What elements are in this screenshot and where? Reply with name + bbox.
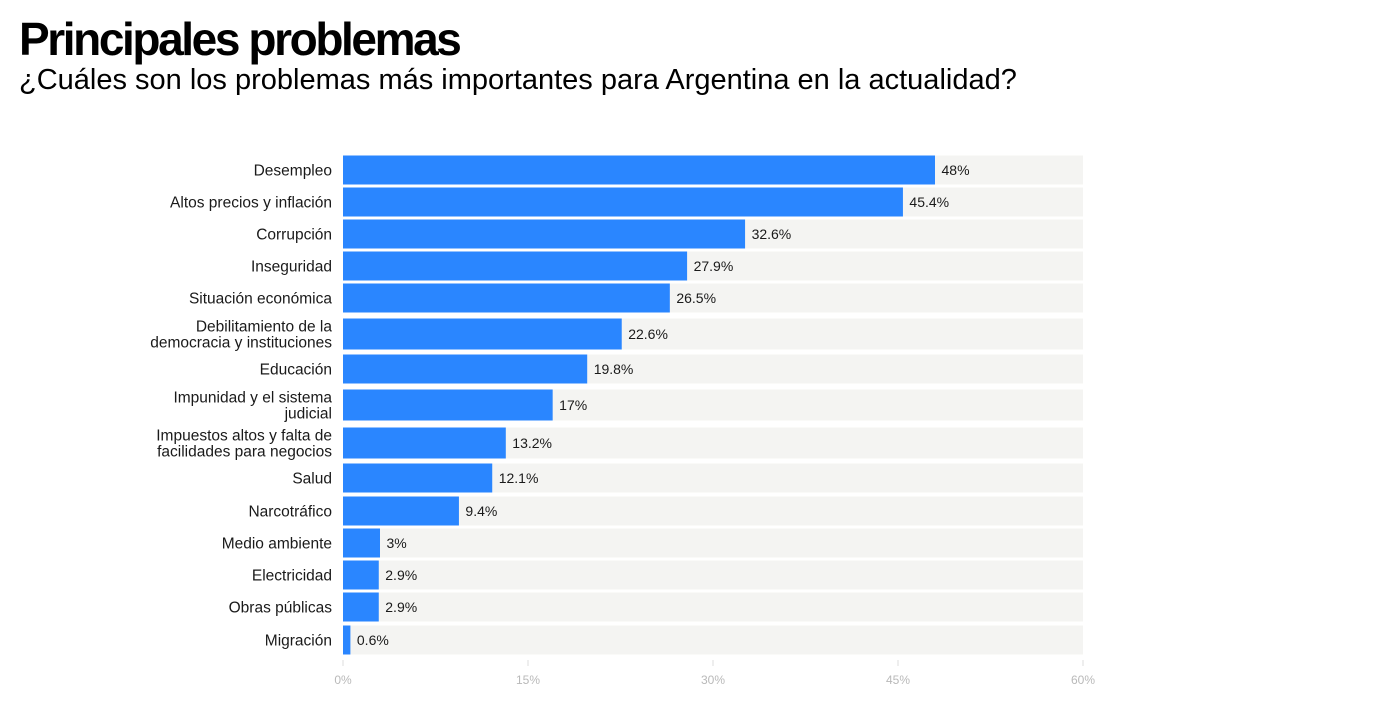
chart-subtitle: ¿Cuáles son los problemas más importante… — [19, 64, 1017, 96]
category-labels: Desempleo Altos precios y inflación Corrup… — [150, 163, 332, 650]
value-label: 32.6% — [752, 226, 792, 242]
value-label: 22.6% — [628, 326, 668, 342]
value-label: 48% — [942, 162, 970, 178]
category-label: Corrupción — [256, 227, 332, 244]
bar — [343, 389, 553, 421]
category-label: Desempleo — [254, 163, 332, 180]
value-label: 26.5% — [676, 290, 716, 306]
category-label: Salud — [292, 471, 332, 488]
value-label: 0.6% — [357, 632, 389, 648]
bar — [343, 528, 380, 558]
value-label: 2.9% — [385, 567, 417, 583]
bar — [343, 625, 351, 655]
category-label: Altos precios y inflación — [170, 195, 332, 212]
category-label: Educación — [260, 362, 332, 379]
background-band — [343, 528, 1083, 558]
x-tick-label: 30% — [701, 673, 725, 687]
value-label: 3% — [387, 535, 407, 551]
bar — [343, 592, 379, 622]
background-band — [343, 625, 1083, 655]
bar — [343, 354, 588, 384]
x-tick-label: 15% — [516, 673, 540, 687]
bar — [343, 496, 459, 526]
bar — [343, 318, 622, 350]
value-label: 9.4% — [465, 503, 497, 519]
category-label: Impunidad y el sistema judicial — [173, 390, 332, 423]
value-label: 13.2% — [512, 435, 552, 451]
value-label: 17% — [559, 397, 587, 413]
category-label: Migración — [265, 633, 332, 650]
bar — [343, 155, 935, 185]
value-labels: 48% 45.4% 32.6% 27.9% 26.5% 22.6% 19.8% 17% 13.2… — [357, 162, 970, 648]
chart-title: Principales problemas — [19, 13, 462, 65]
bar — [343, 463, 493, 493]
value-label: 2.9% — [385, 599, 417, 615]
category-label: Inseguridad — [251, 259, 332, 276]
category-label: Medio ambiente — [222, 536, 332, 553]
x-tick-label: 60% — [1071, 673, 1095, 687]
x-tick-label: 45% — [886, 673, 910, 687]
category-label: Electricidad — [252, 568, 332, 585]
bar — [343, 283, 670, 313]
bar — [343, 187, 903, 217]
x-tick-label: 0% — [334, 673, 352, 687]
bar — [343, 251, 688, 281]
bar — [343, 219, 746, 249]
x-axis: 0% 15% 30% 45% 60% — [334, 660, 1095, 687]
category-label: Debilitamiento de la democracia y institu… — [150, 319, 332, 352]
value-label: 19.8% — [594, 361, 634, 377]
background-band — [343, 560, 1083, 590]
value-label: 27.9% — [694, 258, 734, 274]
bar — [343, 427, 506, 459]
category-label: Impuestos altos y falta de facilidades pa… — [156, 428, 332, 461]
background-band — [343, 592, 1083, 622]
category-label: Narcotráfico — [248, 504, 332, 521]
category-label: Obras públicas — [229, 600, 333, 617]
category-label: Situación económica — [189, 291, 332, 308]
bars — [343, 155, 935, 655]
bar — [343, 560, 379, 590]
background-band — [343, 496, 1083, 526]
value-label: 45.4% — [909, 194, 949, 210]
value-label: 12.1% — [499, 470, 539, 486]
